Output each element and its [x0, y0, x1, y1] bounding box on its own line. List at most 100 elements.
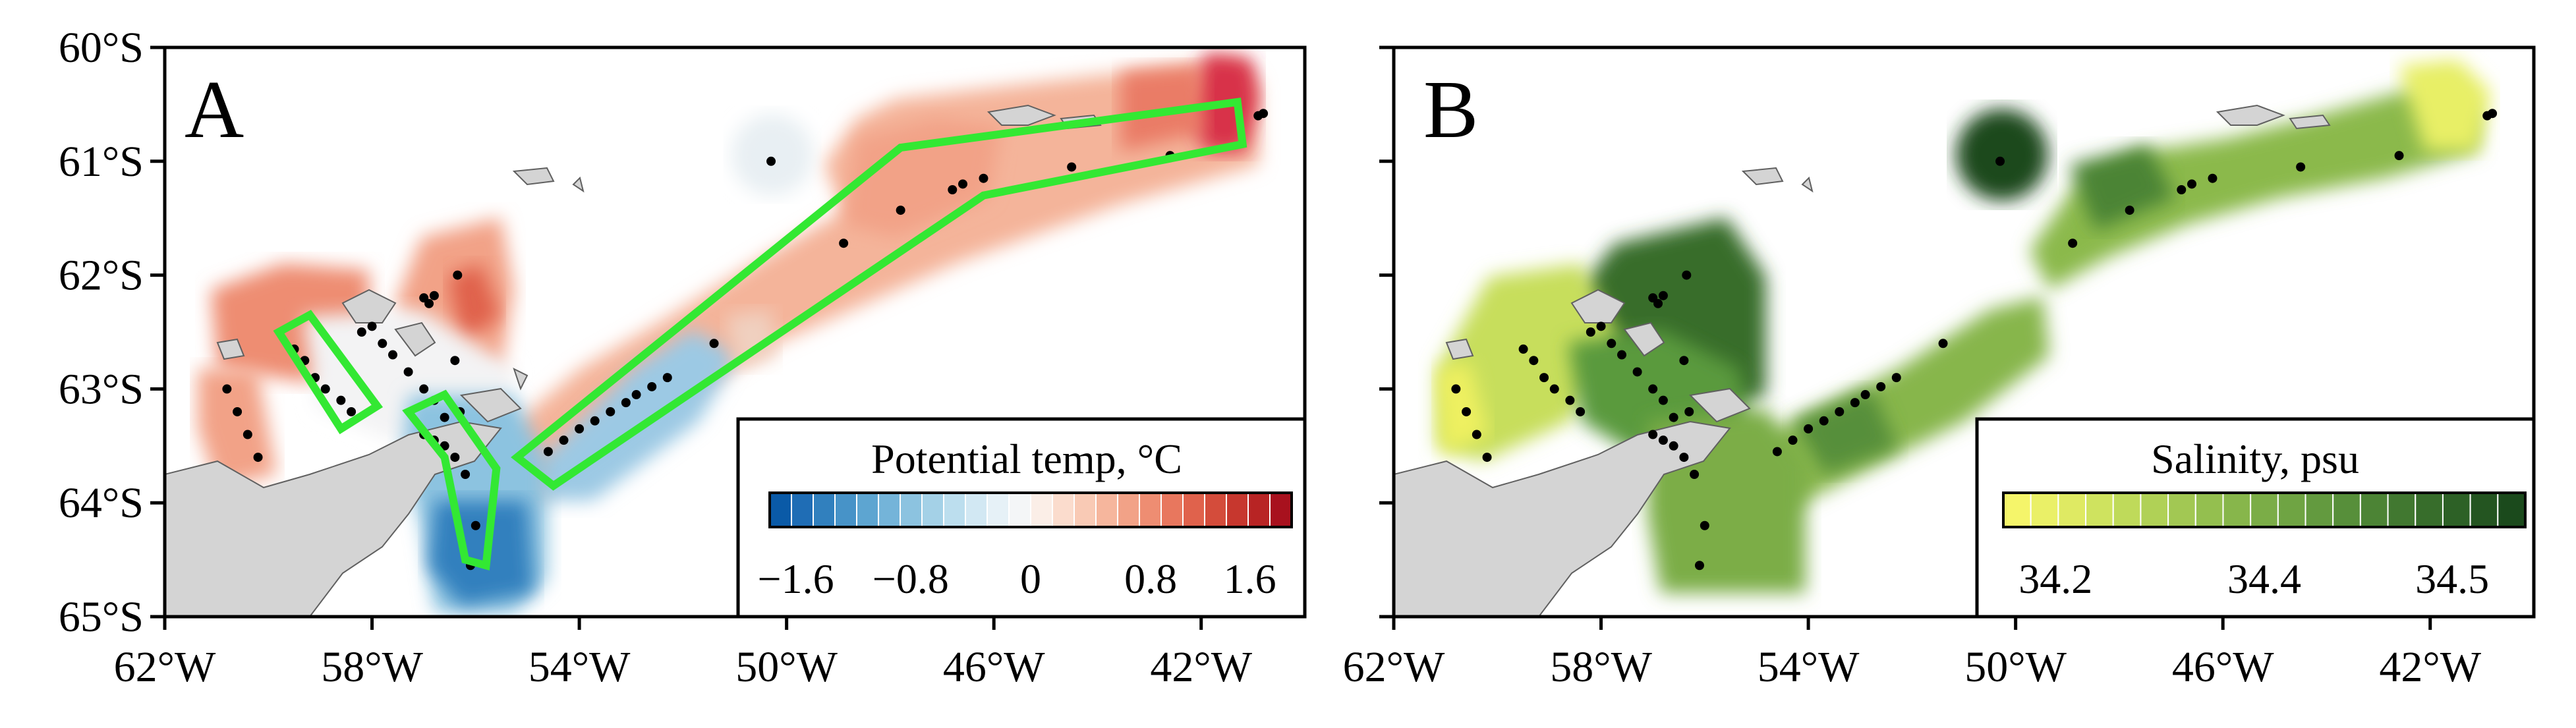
station-dot — [1804, 424, 1814, 434]
station-dot — [2177, 185, 2187, 194]
x-tick-label: 50°W — [735, 643, 838, 691]
station-dot — [1819, 416, 1829, 426]
colorbar-a — [768, 491, 1293, 528]
colorbar-swatch — [2277, 492, 2306, 528]
colorbar-swatch — [1073, 492, 1097, 528]
colorbar-swatch — [2003, 492, 2032, 528]
x-axis-a: 62°W 58°W 54°W 50°W 46°W 42°W — [114, 617, 1253, 691]
colorbar-tick-label: 34.2 — [2018, 555, 2092, 602]
colorbar-swatch — [1008, 492, 1031, 528]
station-dot — [662, 373, 672, 383]
legend-b: Salinity, psu 34.2 34.4 34.5 — [1975, 417, 2536, 619]
station-dot — [2208, 173, 2218, 183]
colorbar-swatch — [2469, 492, 2499, 528]
station-dot — [958, 179, 967, 189]
station-dot — [367, 322, 377, 331]
station-dot — [1682, 270, 1692, 280]
y-tick-label: 63°S — [59, 365, 144, 413]
station-dot — [1518, 344, 1528, 354]
colorbar-swatch — [834, 492, 857, 528]
colorbar-swatch — [2140, 492, 2169, 528]
station-dot — [1482, 453, 1492, 462]
y-tick-label: 61°S — [59, 138, 144, 186]
station-dot — [1684, 406, 1694, 416]
station-dot — [647, 381, 657, 391]
colorbar-swatch — [2415, 492, 2444, 528]
colorbar-swatch — [1269, 492, 1292, 528]
station-dot — [320, 384, 330, 394]
station-dot — [1253, 111, 1263, 121]
station-dot — [336, 395, 346, 405]
station-dot — [1658, 435, 1668, 445]
study-box — [273, 310, 384, 435]
station-dot — [1607, 339, 1617, 349]
station-dot — [2482, 111, 2492, 121]
colorbar-swatch — [921, 492, 944, 528]
colorbar-swatch — [1226, 492, 1249, 528]
station-dot — [1938, 339, 1948, 349]
station-dot — [1529, 356, 1539, 366]
y-axis-b — [1379, 45, 1394, 619]
legend-title-b: Salinity, psu — [2151, 435, 2359, 482]
colorbar-swatch — [2222, 492, 2252, 528]
x-axis-b: 62°W 58°W 54°W 50°W 46°W 42°W — [1343, 617, 2482, 691]
station-dot — [378, 339, 387, 349]
station-dot — [1576, 406, 1586, 416]
legend-a: Potential temp, °C −1.6 −0.8 0 0.8 1.6 — [736, 417, 1307, 619]
colorbar-swatch — [2387, 492, 2417, 528]
colorbar-swatch — [2194, 492, 2224, 528]
station-dot — [429, 291, 439, 300]
station-dot — [1648, 430, 1658, 439]
x-tick-label: 46°W — [2172, 643, 2274, 691]
station-dot — [2394, 151, 2404, 161]
station-dot — [1995, 156, 2005, 166]
station-dot — [2296, 162, 2306, 172]
station-dot — [1632, 367, 1642, 377]
x-tick-label: 46°W — [943, 643, 1045, 691]
station-dot — [450, 453, 460, 462]
station-dot — [357, 327, 366, 337]
colorbar-swatch — [2112, 492, 2142, 528]
station-dot — [575, 424, 585, 434]
colorbar-swatch — [1095, 492, 1118, 528]
y-axis-a: 60°S 61°S 62°S 63°S 64°S 65°S — [59, 24, 165, 641]
station-dot — [388, 350, 397, 360]
colorbar-b — [2002, 491, 2527, 528]
colorbar-swatch — [2332, 492, 2361, 528]
x-tick-label: 58°W — [1550, 643, 1652, 691]
station-dot — [631, 390, 641, 400]
station-dot — [1679, 356, 1689, 366]
colorbar-swatch — [965, 492, 988, 528]
study-box — [511, 98, 1247, 491]
stations-b — [1451, 109, 2498, 571]
study-box — [402, 389, 501, 571]
station-dot — [1549, 384, 1559, 394]
colorbar-swatch — [1052, 492, 1075, 528]
x-tick-label: 42°W — [2379, 643, 2481, 691]
station-dot — [1472, 430, 1481, 439]
station-dot — [1860, 390, 1870, 400]
x-tick-label: 62°W — [114, 643, 216, 691]
map-frame-a — [163, 45, 1307, 619]
colorbar-swatch — [1160, 492, 1184, 528]
station-dot — [1835, 406, 1845, 416]
station-dot — [1539, 373, 1549, 383]
station-dot — [839, 238, 849, 248]
station-dot — [621, 398, 631, 408]
colorbar-swatch — [2497, 492, 2526, 528]
station-dot — [1596, 322, 1606, 331]
colorbar-tick-label: 0 — [1020, 555, 1041, 602]
y-tick-label: 62°S — [59, 252, 144, 300]
station-dot — [979, 173, 988, 183]
y-tick-label: 60°S — [59, 24, 144, 72]
station-dot — [461, 470, 471, 479]
colorbar-swatch — [987, 492, 1010, 528]
station-dot — [1565, 395, 1575, 405]
legend-title-a: Potential temp, °C — [871, 435, 1182, 482]
station-dot — [403, 367, 413, 377]
station-dot — [1658, 395, 1668, 405]
colorbar-swatch — [1204, 492, 1227, 528]
station-dot — [253, 453, 263, 462]
station-dot — [1694, 561, 1704, 571]
colorbar-ticks-a: −1.6 −0.8 0 0.8 1.6 — [758, 555, 1276, 602]
